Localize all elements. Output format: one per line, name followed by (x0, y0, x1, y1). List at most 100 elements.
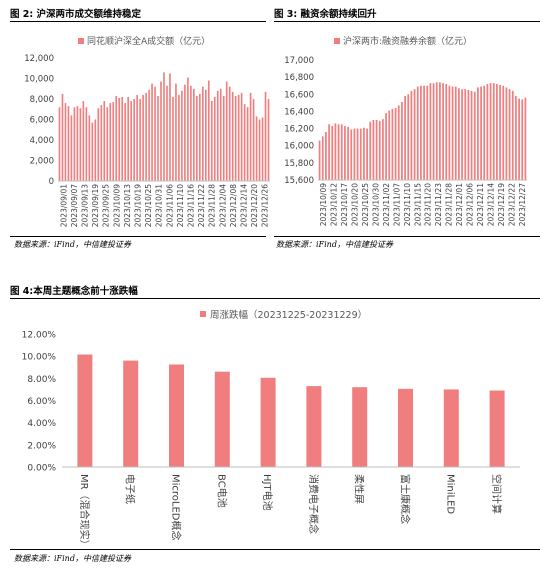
bar (148, 89, 150, 181)
bar (142, 94, 144, 181)
y-tick-label: 10.00% (22, 353, 57, 363)
x-tick-label: 2023/10/19 (134, 184, 143, 227)
bar (321, 136, 324, 180)
bar (306, 386, 322, 467)
bar (267, 99, 270, 181)
bar (234, 95, 237, 181)
fig2-top-rule (10, 21, 266, 22)
bar (489, 390, 505, 467)
x-tick-label: 2023/11/16 (187, 184, 196, 227)
bar (193, 88, 195, 181)
bar (416, 86, 419, 180)
bar (394, 108, 397, 180)
bar (352, 387, 368, 467)
category-label: HJT电池 (261, 474, 274, 511)
bar (190, 85, 192, 181)
x-tick-label: 2023/09/01 (59, 184, 68, 227)
bar (382, 119, 384, 180)
bar (207, 80, 210, 181)
x-tick-label: 2023/11/06 (165, 184, 174, 227)
fig3-source: 数据来源：iFind，中信建投证券 (276, 240, 393, 249)
bar (76, 106, 79, 181)
y-tick-label: 0 (49, 177, 54, 187)
x-tick-label: 2023/09/07 (70, 184, 79, 227)
x-tick-label: 2023/09/25 (102, 184, 111, 227)
x-tick-label: 2023/11/22 (197, 184, 206, 227)
bar (255, 116, 258, 181)
category-label: BC电池 (215, 474, 228, 508)
fig3-bottom-rule (274, 236, 540, 237)
fig2-title: 图 2: 沪深两市成交额维持稳定 (10, 9, 142, 20)
bar (73, 107, 76, 181)
bar (264, 91, 267, 181)
bar (97, 108, 100, 181)
bar (363, 127, 365, 180)
bar (477, 87, 479, 180)
bar (445, 84, 448, 180)
bar (483, 85, 486, 180)
y-tick-label: 0.00% (27, 464, 56, 474)
y-tick-label: 15,800 (284, 159, 314, 169)
y-tick-label: 12,000 (24, 54, 54, 64)
bar (511, 90, 514, 180)
x-tick-label: 2023/11/02 (382, 183, 391, 226)
bar (337, 124, 340, 180)
bar (145, 92, 147, 181)
bar (151, 83, 153, 181)
bar (423, 85, 425, 180)
x-tick-label: 2023/11/23 (434, 183, 443, 226)
bar (350, 129, 353, 180)
fig4-source: 数据来源：iFind，中信建投证券 (14, 554, 131, 563)
bar (181, 90, 183, 181)
category-label: 电子纸 (124, 474, 137, 504)
bar (175, 83, 177, 181)
y-tick-label: 17,000 (284, 56, 314, 66)
bar (407, 94, 410, 180)
x-tick-label: 2023/11/10 (403, 183, 412, 226)
bar (502, 85, 505, 180)
bar (160, 81, 162, 181)
x-tick-label: 2023/10/25 (361, 183, 370, 226)
bar (219, 88, 222, 181)
bar (154, 86, 156, 181)
x-tick-label: 2023/11/28 (208, 184, 217, 227)
fig3-title: 图 3: 融资余额持续回升 (274, 9, 377, 20)
y-tick-label: 2,000 (30, 157, 54, 167)
bar (121, 96, 124, 181)
bar (328, 124, 330, 180)
bar (237, 94, 240, 181)
bar (169, 364, 184, 467)
category-label: MicroLED概念 (170, 474, 183, 541)
bar (70, 115, 73, 181)
bar (225, 81, 228, 181)
x-tick-label: 2023/10/20 (351, 183, 360, 226)
bar (64, 103, 67, 181)
bar (401, 102, 403, 180)
bar (458, 88, 460, 180)
category-label: MiniLED (444, 474, 455, 514)
bar (464, 89, 467, 180)
bar (204, 89, 207, 181)
bar (260, 377, 276, 467)
bar (100, 105, 103, 181)
bar (480, 86, 482, 180)
bar (178, 94, 180, 181)
fig2-source: 数据来源：iFind，中信建投证券 (14, 240, 131, 249)
bar (196, 95, 198, 181)
bar (157, 95, 159, 181)
bar (420, 85, 422, 180)
x-tick-label: 2023/10/30 (371, 183, 380, 226)
bar (124, 103, 127, 181)
category-label: 空间计算 (490, 474, 503, 514)
x-tick-label: 2023/10/12 (330, 183, 339, 226)
bar (467, 90, 470, 180)
bar (133, 99, 135, 181)
legend-label: 沪深两市:融资融券余额（亿元） (343, 35, 472, 47)
bar (398, 388, 413, 467)
bar (77, 354, 93, 467)
bar (492, 83, 495, 180)
category-label: 富士康概念 (399, 474, 412, 524)
bar (496, 84, 498, 180)
x-tick-label: 2023/12/04 (218, 184, 227, 227)
